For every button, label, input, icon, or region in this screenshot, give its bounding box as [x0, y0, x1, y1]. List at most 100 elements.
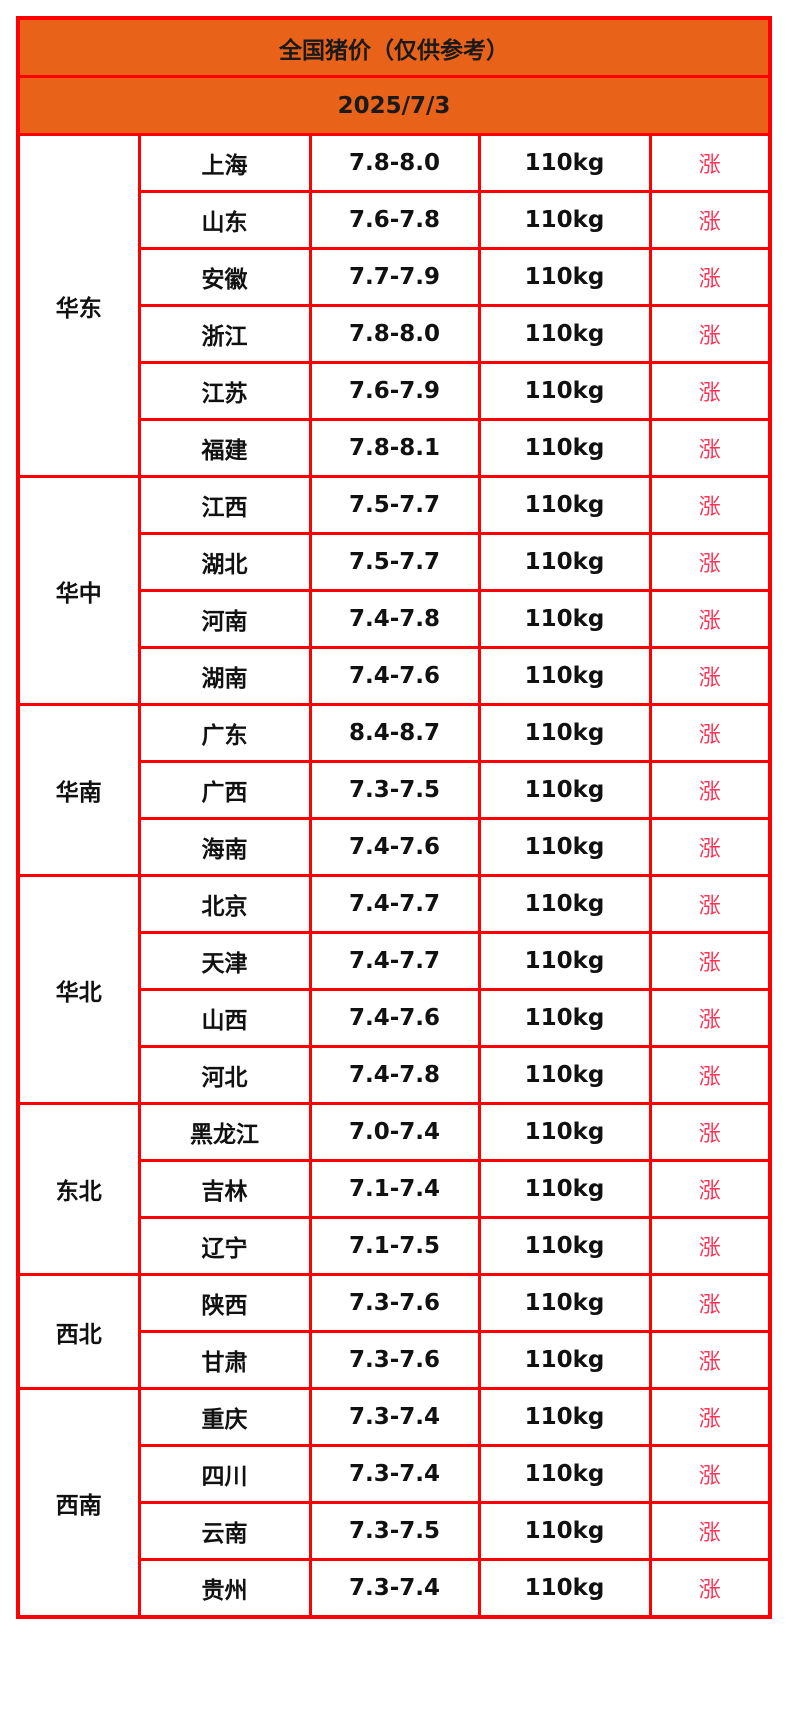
table-row: 河南 7.4-7.8 110kg 涨	[18, 589, 772, 649]
province-cell: 湖南	[137, 646, 312, 706]
province-cell: 广西	[137, 760, 312, 820]
province-cell: 贵州	[137, 1558, 312, 1619]
weight-cell: 110kg	[477, 760, 652, 820]
trend-cell: 涨	[648, 361, 772, 421]
table-title: 全国猪价（仅供参考）	[16, 16, 772, 78]
table-row: 华中 江西 7.5-7.7 110kg 涨	[16, 475, 772, 706]
province-cell: 吉林	[137, 1159, 312, 1219]
province-cell: 河南	[137, 589, 312, 649]
price-cell: 7.1-7.5	[308, 1216, 481, 1276]
region-cell: 华北	[16, 874, 141, 1105]
price-cell: 7.8-8.0	[308, 304, 481, 364]
table-row: 西北 陕西 7.3-7.6 110kg 涨	[16, 1273, 772, 1390]
price-cell: 7.7-7.9	[308, 247, 481, 307]
weight-cell: 110kg	[477, 817, 652, 877]
trend-cell: 涨	[648, 1387, 772, 1447]
trend-cell: 涨	[648, 760, 772, 820]
price-cell: 7.4-7.7	[308, 874, 481, 934]
table-row: 福建 7.8-8.1 110kg 涨	[18, 418, 772, 478]
trend-cell: 涨	[648, 1216, 772, 1276]
province-cell: 山西	[137, 988, 312, 1048]
table-row: 浙江 7.8-8.0 110kg 涨	[18, 304, 772, 364]
trend-cell: 涨	[648, 1330, 772, 1390]
trend-cell: 涨	[648, 874, 772, 934]
price-cell: 7.3-7.4	[308, 1558, 481, 1619]
weight-cell: 110kg	[477, 1159, 652, 1219]
weight-cell: 110kg	[477, 931, 652, 991]
weight-cell: 110kg	[477, 988, 652, 1048]
province-cell: 福建	[137, 418, 312, 478]
table-row: 湖北 7.5-7.7 110kg 涨	[18, 532, 772, 592]
price-cell: 7.8-8.1	[308, 418, 481, 478]
table-row: 湖南 7.4-7.6 110kg 涨	[18, 646, 772, 706]
table-row: 海南 7.4-7.6 110kg 涨	[18, 817, 772, 877]
pig-price-table: 全国猪价（仅供参考） 2025/7/3 华东 上海 7.8-8.0 110kg 涨山东 7…	[16, 16, 773, 1619]
table-row: 江苏 7.6-7.9 110kg 涨	[18, 361, 772, 421]
price-cell: 7.4-7.6	[308, 988, 481, 1048]
weight-cell: 110kg	[477, 589, 652, 649]
trend-cell: 涨	[648, 589, 772, 649]
province-cell: 广东	[137, 703, 312, 763]
table-row: 广西 7.3-7.5 110kg 涨	[18, 760, 772, 820]
price-cell: 7.3-7.5	[308, 1501, 481, 1561]
trend-cell: 涨	[648, 703, 772, 763]
province-cell: 辽宁	[137, 1216, 312, 1276]
price-cell: 7.4-7.6	[308, 817, 481, 877]
weight-cell: 110kg	[477, 133, 652, 193]
region-cell: 华南	[16, 703, 141, 877]
weight-cell: 110kg	[477, 1273, 652, 1333]
province-cell: 上海	[137, 133, 312, 193]
price-cell: 7.1-7.4	[308, 1159, 481, 1219]
province-cell: 天津	[137, 931, 312, 991]
province-cell: 浙江	[137, 304, 312, 364]
table-row: 天津 7.4-7.7 110kg 涨	[18, 931, 772, 991]
weight-cell: 110kg	[477, 1045, 652, 1105]
province-cell: 陕西	[137, 1273, 312, 1333]
price-cell: 7.5-7.7	[308, 475, 481, 535]
trend-cell: 涨	[648, 1501, 772, 1561]
price-cell: 7.3-7.6	[308, 1273, 481, 1333]
province-cell: 黑龙江	[137, 1102, 312, 1162]
weight-cell: 110kg	[477, 1330, 652, 1390]
weight-cell: 110kg	[477, 1444, 652, 1504]
trend-cell: 涨	[648, 475, 772, 535]
trend-cell: 涨	[648, 1045, 772, 1105]
weight-cell: 110kg	[477, 703, 652, 763]
price-cell: 7.6-7.9	[308, 361, 481, 421]
province-cell: 北京	[137, 874, 312, 934]
price-cell: 7.5-7.7	[308, 532, 481, 592]
weight-cell: 110kg	[477, 532, 652, 592]
province-cell: 四川	[137, 1444, 312, 1504]
weight-cell: 110kg	[477, 418, 652, 478]
province-cell: 山东	[137, 190, 312, 250]
weight-cell: 110kg	[477, 1558, 652, 1619]
region-cell: 西南	[16, 1387, 141, 1619]
price-cell: 7.6-7.8	[308, 190, 481, 250]
table-row: 四川 7.3-7.4 110kg 涨	[18, 1444, 772, 1504]
price-cell: 7.4-7.7	[308, 931, 481, 991]
price-cell: 7.0-7.4	[308, 1102, 481, 1162]
province-cell: 江西	[137, 475, 312, 535]
price-cell: 7.8-8.0	[308, 133, 481, 193]
trend-cell: 涨	[648, 1159, 772, 1219]
region-cell: 华东	[16, 133, 141, 478]
table-row: 西南 重庆 7.3-7.4 110kg 涨	[16, 1387, 772, 1619]
trend-cell: 涨	[648, 931, 772, 991]
price-cell: 7.4-7.8	[308, 1045, 481, 1105]
region-cell: 西北	[16, 1273, 141, 1390]
trend-cell: 涨	[648, 133, 772, 193]
price-cell: 7.3-7.5	[308, 760, 481, 820]
price-cell: 8.4-8.7	[308, 703, 481, 763]
trend-cell: 涨	[648, 1558, 772, 1619]
province-cell: 云南	[137, 1501, 312, 1561]
weight-cell: 110kg	[477, 1216, 652, 1276]
trend-cell: 涨	[648, 1273, 772, 1333]
table-row: 华东 上海 7.8-8.0 110kg 涨	[16, 133, 772, 478]
table-date: 2025/7/3	[16, 75, 772, 136]
weight-cell: 110kg	[477, 304, 652, 364]
region-cell: 华中	[16, 475, 141, 706]
price-cell: 7.4-7.6	[308, 646, 481, 706]
table-row: 华南 广东 8.4-8.7 110kg 涨	[16, 703, 772, 877]
weight-cell: 110kg	[477, 874, 652, 934]
trend-cell: 涨	[648, 418, 772, 478]
